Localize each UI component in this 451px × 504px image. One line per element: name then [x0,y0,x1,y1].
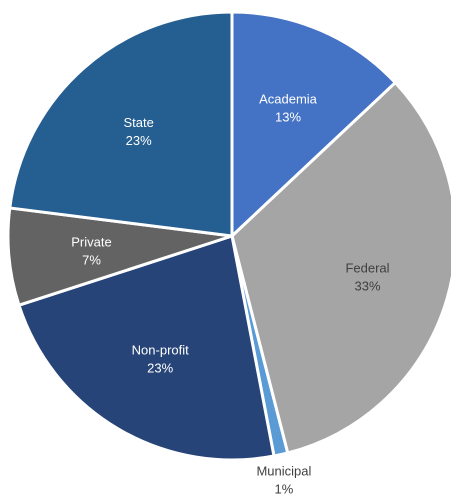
pie-percent-label: 33% [354,278,380,293]
pie-category-label: Federal [345,260,389,275]
pie-label-federal: Federal 33% [345,260,389,293]
pie-label-municipal: Municipal 1% [256,463,311,496]
pie-percent-label: 23% [147,361,173,376]
pie-label-academia: Academia 13% [259,92,318,125]
pie-category-label: Academia [259,92,318,107]
pie-label-state: State 23% [124,115,154,148]
pie-category-label: Municipal [256,463,311,478]
pie-percent-label: 7% [82,252,101,267]
pie-label-private: Private 7% [71,234,111,267]
pie-slice-academia [230,10,397,238]
pie-slice-state [8,10,234,238]
pie-slice-non-profit [17,234,276,462]
pie-percent-label: 23% [126,133,152,148]
pie-label-non-profit: Non-profit 23% [132,343,189,376]
pie-category-label: Non-profit [132,343,189,358]
pie-percent-label: 13% [275,110,301,125]
pie-category-label: State [124,115,154,130]
pie-labels: Academia 13% Federal 33% Municipal 1% Non-prof… [71,92,389,497]
pie-category-label: Private [71,234,111,249]
pie-percent-label: 1% [275,481,294,496]
pie-slice-federal [230,81,451,455]
pie-slices [6,10,451,462]
